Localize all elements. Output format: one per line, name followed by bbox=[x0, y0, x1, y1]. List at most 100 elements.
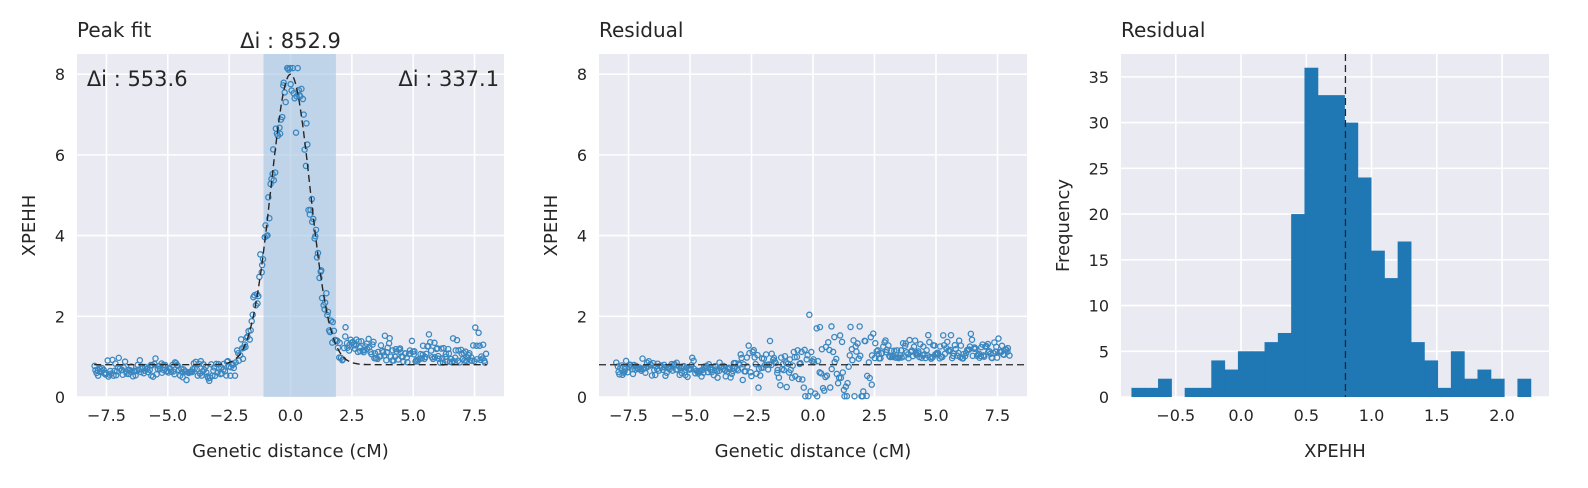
residual-point bbox=[934, 349, 942, 357]
residual-point bbox=[806, 311, 813, 319]
peak-fit-point bbox=[98, 364, 106, 372]
peak-fit-point bbox=[408, 337, 416, 345]
residual-point bbox=[750, 346, 758, 354]
residual-point bbox=[622, 357, 630, 365]
residual-point bbox=[748, 372, 755, 380]
peak-fit-point bbox=[266, 214, 273, 222]
histogram-bar bbox=[1517, 378, 1532, 397]
peak-fit-point bbox=[221, 368, 229, 375]
residual-histogram-y-tick-label: 30 bbox=[1089, 114, 1109, 133]
residual-point bbox=[856, 323, 863, 330]
residual-point bbox=[902, 340, 910, 347]
peak-fit-point bbox=[389, 347, 396, 354]
peak-fit-point bbox=[469, 342, 477, 349]
histogram-bar bbox=[1464, 378, 1478, 397]
peak-fit-point bbox=[205, 377, 213, 385]
residual-point bbox=[878, 350, 886, 357]
peak-fit-point bbox=[294, 64, 301, 72]
residual-histogram-x-tick-label: 1.0 bbox=[1359, 406, 1384, 425]
residual-point bbox=[727, 374, 734, 381]
histogram-bar bbox=[1317, 95, 1332, 397]
histogram-bar bbox=[1158, 378, 1172, 397]
peak-fit-point bbox=[355, 338, 362, 345]
peak-fit-point bbox=[482, 350, 490, 358]
peak-fit-point bbox=[329, 318, 336, 326]
residual-scatter-ticks: −7.5 −5.0 −2.5 0.0 2.5 5.0 7.5 0 2 4 6 8 bbox=[577, 65, 1010, 425]
peak-fit-point bbox=[326, 328, 334, 336]
peak-fit-point bbox=[287, 80, 294, 88]
residual-histogram-ticks: −0.5 0.0 0.5 1.0 1.5 2.0 0 5 10 15 20 25 30 35 bbox=[1089, 68, 1515, 425]
residual-point bbox=[842, 383, 850, 390]
residual-point bbox=[734, 367, 742, 374]
residual-point bbox=[755, 384, 762, 391]
histogram-bar bbox=[1344, 122, 1359, 397]
residual-point bbox=[857, 352, 864, 360]
peak-fit-point bbox=[112, 371, 120, 379]
peak-fit-point bbox=[323, 289, 330, 297]
peak-fit-point bbox=[406, 347, 414, 354]
histogram-bar bbox=[1331, 95, 1345, 397]
residual-point bbox=[820, 387, 828, 394]
residual-point bbox=[813, 392, 821, 400]
peak-fit-point bbox=[312, 226, 320, 234]
residual-point bbox=[844, 379, 851, 387]
peak-fit-point bbox=[476, 342, 483, 350]
peak-fit-point bbox=[183, 376, 190, 384]
residual-point bbox=[775, 374, 783, 381]
residual-point bbox=[827, 384, 834, 391]
residual-point bbox=[891, 347, 898, 355]
histogram-bar bbox=[1291, 214, 1305, 397]
peak-fit-y-tick-label: 2 bbox=[55, 307, 65, 326]
peak-fit-point bbox=[257, 251, 264, 258]
residual-histogram-y-axis-label: Frequency bbox=[1053, 179, 1074, 272]
peak-fit-point bbox=[301, 146, 308, 153]
residual-point bbox=[828, 323, 835, 330]
peak-fit-y-tick-label: 0 bbox=[55, 388, 65, 407]
peak-fit-curve bbox=[94, 73, 487, 366]
peak-fit-point bbox=[422, 353, 429, 361]
residual-point bbox=[766, 337, 774, 345]
residual-point bbox=[836, 332, 844, 339]
residual-point bbox=[927, 355, 935, 362]
peak-fit-x-tick-label: −2.5 bbox=[210, 406, 249, 425]
residual-point bbox=[783, 383, 790, 391]
peak-fit-point bbox=[231, 372, 239, 379]
residual-scatter-x-tick-label: 5.0 bbox=[923, 406, 948, 425]
residual-point bbox=[1004, 344, 1012, 352]
peak-fit-y-tick-label: 6 bbox=[55, 146, 65, 165]
residual-scatter-x-tick-label: 7.5 bbox=[985, 406, 1010, 425]
residual-point bbox=[794, 347, 801, 354]
peak-fit-point bbox=[298, 85, 305, 93]
histogram-bar bbox=[1477, 369, 1492, 397]
residual-point bbox=[799, 376, 806, 383]
peak-fit-point bbox=[381, 332, 389, 340]
residual-point bbox=[832, 355, 840, 363]
residual-point bbox=[652, 371, 659, 379]
histogram-bar bbox=[1384, 278, 1399, 397]
residual-scatter-y-tick-label: 6 bbox=[577, 146, 587, 165]
peak-fit-point bbox=[479, 341, 487, 348]
peak-fit-point bbox=[379, 348, 387, 356]
residual-point bbox=[947, 331, 955, 339]
peak-fit-point bbox=[193, 365, 200, 373]
residual-scatter-y-axis-label: XPEHH bbox=[541, 195, 562, 257]
residual-point bbox=[714, 374, 721, 381]
histogram-bar bbox=[1304, 67, 1319, 397]
peak-fit-point bbox=[152, 355, 159, 362]
residual-point bbox=[797, 359, 804, 367]
peak-fit-point bbox=[158, 360, 165, 367]
residual-point bbox=[788, 374, 796, 381]
residual-point bbox=[872, 339, 879, 347]
residual-point bbox=[688, 354, 696, 362]
residual-histogram-y-tick-label: 25 bbox=[1089, 159, 1109, 178]
residual-point bbox=[816, 323, 824, 331]
peak-fit-point bbox=[232, 359, 239, 366]
peak-fit-point bbox=[203, 369, 210, 376]
residual-point bbox=[862, 337, 869, 345]
residual-point bbox=[854, 340, 861, 347]
residual-histogram-y-tick-label: 0 bbox=[1099, 388, 1109, 407]
residual-point bbox=[684, 373, 691, 381]
peak-fit-point bbox=[230, 364, 238, 372]
residual-point bbox=[866, 374, 873, 382]
peak-fit-point bbox=[356, 347, 364, 355]
